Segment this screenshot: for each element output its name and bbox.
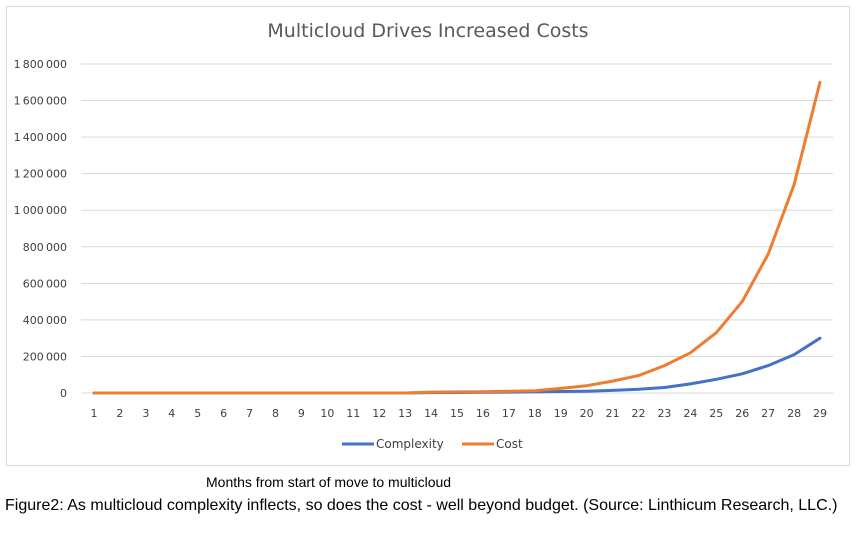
y-tick-label: 1 800 000 — [14, 58, 67, 71]
x-tick-label: 2 — [116, 407, 123, 420]
x-tick-label: 14 — [424, 407, 438, 420]
gridlines — [81, 63, 833, 394]
x-tick-label: 6 — [220, 407, 227, 420]
y-axis-ticks: 0 200 000 400 000 600 000 800 000 1 000 000 1 … — [14, 58, 67, 400]
legend-label-cost: Cost — [496, 437, 523, 451]
x-tick-label: 8 — [272, 407, 279, 420]
x-tick-label: 3 — [142, 407, 149, 420]
x-tick-label: 25 — [709, 407, 723, 420]
x-axis-label: Months from start of move to multicloud — [206, 474, 452, 490]
x-tick-label: 11 — [346, 407, 360, 420]
x-tick-label: 22 — [632, 407, 646, 420]
legend-label-complexity: Complexity — [376, 437, 444, 451]
x-tick-label: 5 — [194, 407, 201, 420]
figure-caption: Figure2: As multicloud complexity inflec… — [5, 497, 838, 514]
y-tick-label: 400 000 — [23, 314, 67, 327]
series-line-complexity — [92, 336, 822, 395]
x-tick-label: 19 — [554, 407, 568, 420]
x-tick-label: 4 — [168, 407, 175, 420]
x-tick-label: 16 — [476, 407, 490, 420]
x-tick-label: 9 — [298, 407, 305, 420]
y-tick-label: 200 000 — [23, 350, 67, 363]
x-tick-label: 13 — [398, 407, 412, 420]
x-tick-label: 27 — [761, 407, 775, 420]
y-tick-label: 600 000 — [23, 277, 67, 290]
chart-title: Multicloud Drives Increased Costs — [267, 20, 588, 42]
x-tick-label: 21 — [606, 407, 620, 420]
y-tick-label: 0 — [60, 387, 67, 400]
x-tick-label: 29 — [813, 407, 827, 420]
y-tick-label: 800 000 — [23, 241, 67, 254]
y-tick-label: 1 600 000 — [14, 95, 67, 108]
x-tick-label: 24 — [683, 407, 697, 420]
series-lines — [92, 80, 822, 395]
legend: Complexity Cost — [342, 437, 523, 451]
x-tick-label: 17 — [502, 407, 516, 420]
line-chart: Multicloud Drives Increased Costs 0 200 0… — [14, 20, 833, 451]
x-tick-label: 20 — [580, 407, 594, 420]
x-tick-label: 1 — [90, 407, 97, 420]
series-line-cost — [92, 80, 822, 395]
x-axis-ticks: 1 2 3 4 5 6 7 8 9 10 11 12 13 14 15 16 17 18 19 20 21 22 23 24 2… — [90, 407, 827, 420]
y-tick-label: 1 000 000 — [14, 204, 67, 217]
x-tick-label: 28 — [787, 407, 801, 420]
x-tick-label: 7 — [246, 407, 253, 420]
x-tick-label: 15 — [450, 407, 464, 420]
y-tick-label: 1 400 000 — [14, 131, 67, 144]
x-tick-label: 26 — [735, 407, 749, 420]
x-tick-label: 12 — [372, 407, 386, 420]
x-tick-label: 18 — [528, 407, 542, 420]
x-tick-label: 23 — [657, 407, 671, 420]
chart-frame: Multicloud Drives Increased Costs 0 200 0… — [6, 6, 850, 466]
y-tick-label: 1 200 000 — [14, 168, 67, 181]
x-tick-label: 10 — [320, 407, 334, 420]
